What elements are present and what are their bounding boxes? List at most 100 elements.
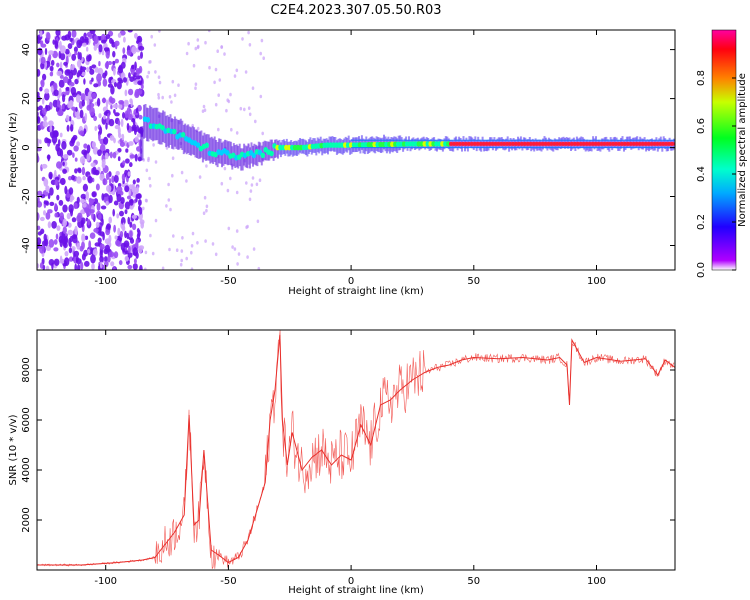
- signal-halo-col: [175, 118, 178, 149]
- signal-halo-col: [623, 140, 625, 152]
- noise-speckle-dot: [52, 39, 56, 45]
- noise-speckle-dot: [109, 151, 113, 159]
- noise-speckle-dot: [54, 169, 57, 177]
- noise-speckle-dot: [94, 125, 98, 132]
- x-tick-label: -50: [220, 576, 236, 587]
- noise-speckle-dot: [261, 131, 265, 136]
- noise-speckle-dot: [65, 86, 70, 91]
- noise-speckle-dot: [118, 79, 124, 84]
- snr-y-ticks: 2000 4000 6000 8000: [21, 357, 675, 533]
- noise-speckle-dot: [104, 244, 111, 252]
- noise-speckle-dot: [126, 107, 131, 115]
- y-tick-label: 2000: [21, 507, 32, 532]
- noise-speckle-dot: [39, 30, 43, 37]
- signal-halo-col: [156, 107, 159, 141]
- noise-speckle-dot: [37, 47, 43, 56]
- signal-halo-col: [256, 145, 259, 167]
- noise-speckle-dot: [61, 140, 67, 150]
- noise-speckle-dot: [50, 59, 55, 66]
- noise-speckle-dot: [95, 221, 100, 228]
- noise-speckle-dot: [118, 103, 123, 109]
- noise-speckle-dot: [61, 35, 67, 41]
- noise-speckle-dot: [129, 238, 135, 244]
- noise-speckle-dot: [179, 262, 183, 267]
- signal-halo-col: [461, 140, 463, 152]
- signal-halo-col: [595, 136, 597, 147]
- noise-speckle-dot: [73, 250, 80, 257]
- signal-halo-col: [656, 140, 659, 152]
- noise-speckle-dot: [124, 89, 128, 97]
- noise-speckle-dot: [144, 250, 148, 255]
- noise-speckle-dot: [117, 32, 122, 38]
- noise-speckle-dot: [258, 178, 262, 182]
- noise-speckle-dot: [180, 170, 184, 175]
- noise-speckle-dot: [117, 120, 121, 127]
- noise-speckle-dot: [71, 30, 77, 38]
- noise-speckle-dot: [121, 173, 126, 182]
- noise-speckle-dot: [119, 230, 124, 238]
- noise-speckle-dot: [85, 95, 89, 101]
- noise-speckle-dot: [126, 49, 132, 56]
- noise-speckle-dot: [112, 266, 116, 270]
- y-tick-label: 40: [21, 43, 32, 56]
- noise-speckle-dot: [135, 68, 141, 76]
- signal-halo-col: [246, 146, 249, 168]
- noise-speckle-dot: [68, 116, 72, 122]
- noise-speckle-dot: [127, 216, 130, 225]
- noise-speckle-dot: [237, 252, 241, 256]
- noise-speckle-dot: [52, 130, 59, 138]
- noise-speckle-dot: [101, 97, 107, 104]
- noise-speckle-dot: [100, 205, 107, 210]
- snr-x-axis-label: Height of straight line (km): [288, 585, 424, 596]
- noise-speckle-dot: [112, 208, 115, 217]
- noise-speckle-dot: [57, 110, 64, 117]
- noise-speckle-dot: [167, 198, 171, 202]
- noise-speckle-dot: [84, 260, 90, 267]
- signal-halo-col: [464, 140, 466, 152]
- noise-speckle-dot: [82, 183, 88, 192]
- noise-speckle-dot: [83, 78, 86, 85]
- noise-speckle-dot: [104, 260, 109, 267]
- noise-speckle-dot: [112, 104, 118, 109]
- noise-speckle-dot: [201, 109, 205, 113]
- noise-speckle-dot: [172, 234, 175, 238]
- noise-speckle-dot: [91, 92, 97, 99]
- noise-speckle-dot: [122, 160, 126, 166]
- signal-halo-col: [262, 141, 265, 162]
- noise-speckle-dot: [39, 40, 44, 45]
- noise-speckle-dot: [59, 148, 64, 158]
- noise-speckle-dot: [149, 233, 152, 238]
- signal-halo-col: [608, 140, 611, 152]
- noise-speckle-dot: [213, 80, 216, 85]
- noise-speckle-dot: [71, 53, 77, 61]
- noise-speckle-dot: [104, 152, 109, 160]
- noise-speckle-dot: [63, 242, 68, 249]
- noise-speckle-dot: [108, 234, 112, 243]
- noise-speckle-dot: [126, 122, 130, 131]
- noise-speckle-dot: [119, 210, 124, 217]
- signal-halo-col: [455, 136, 458, 148]
- noise-speckle-dot: [108, 251, 115, 258]
- noise-speckle-dot: [85, 191, 90, 201]
- noise-speckle-dot: [105, 34, 111, 40]
- spectrogram-frame: [36, 29, 676, 271]
- noise-speckle-dot: [49, 124, 53, 133]
- signal-halo-col: [207, 134, 210, 161]
- noise-speckle-dot: [74, 157, 78, 162]
- noise-speckle-dot: [86, 46, 89, 52]
- noise-speckle-dot: [68, 187, 74, 195]
- noise-speckle-dot: [63, 76, 69, 83]
- noise-speckle-dot: [103, 47, 110, 52]
- noise-speckle-dot: [91, 191, 97, 198]
- noise-speckle-dot: [82, 175, 86, 181]
- snr-frame: [36, 329, 676, 571]
- noise-speckle-dot: [205, 204, 209, 209]
- colorbar-tick-label: 0.2: [696, 214, 707, 230]
- noise-speckle-dot: [136, 193, 142, 200]
- noise-speckle-dot: [110, 261, 115, 267]
- colorbar: 0.0 0.2 0.4 0.6 0.8 Normalized spectral ampl…: [696, 29, 748, 278]
- noise-speckle-dot: [58, 40, 62, 50]
- noise-speckle-dot: [106, 223, 111, 230]
- signal-halo-col: [645, 140, 648, 152]
- noise-speckle-dot: [89, 68, 95, 75]
